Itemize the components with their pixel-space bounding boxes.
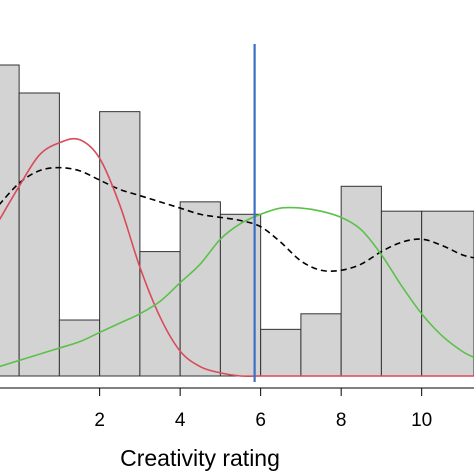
density-curve-2 — [0, 137, 474, 378]
x-tick-label: 2 — [94, 410, 105, 431]
histogram-bar — [58, 319, 101, 377]
x-axis-title: Creativity rating — [120, 445, 280, 471]
histogram-bar — [380, 210, 423, 377]
histogram-bar — [0, 64, 20, 377]
x-tick-label: 4 — [175, 410, 186, 431]
histogram-bars — [0, 64, 474, 377]
density-curve-3 — [0, 206, 474, 368]
histogram-bar — [18, 92, 60, 377]
histogram-bar — [139, 251, 181, 377]
x-tick-label: 8 — [336, 410, 347, 431]
histogram-bar — [340, 185, 382, 377]
x-tick-label: 10 — [411, 410, 432, 431]
density-curve-1 — [0, 166, 474, 273]
x-tick-label: 6 — [255, 410, 266, 431]
density-curves — [0, 137, 474, 378]
histogram-bar — [260, 328, 302, 377]
histogram-bar — [300, 313, 342, 377]
x-axis: 2 4 6 8 10 — [0, 387, 474, 431]
histogram-bar — [421, 210, 474, 377]
histogram-bar — [179, 201, 221, 377]
histogram-bar — [99, 111, 141, 377]
